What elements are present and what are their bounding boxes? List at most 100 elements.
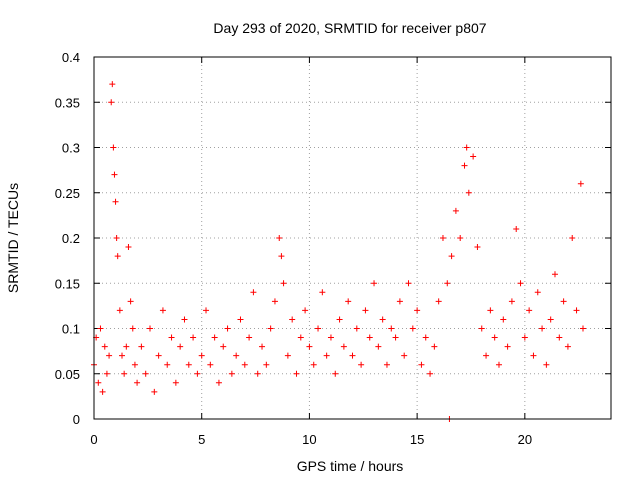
data-point: [577, 180, 584, 187]
data-point: [569, 235, 576, 241]
data-points: [91, 81, 586, 422]
data-point: [461, 162, 468, 169]
data-point: [108, 99, 115, 106]
data-point: [181, 316, 188, 323]
data-point: [278, 253, 285, 260]
data-point: [95, 379, 102, 386]
axis-ticks: 0 0.05 0.1 0.15 0.2 0.25 0.3 0.35 0.4 0 5 10 15 20: [55, 50, 611, 447]
data-point: [99, 388, 106, 395]
data-point: [362, 307, 369, 314]
data-point: [228, 370, 235, 377]
data-point: [530, 352, 537, 359]
data-point: [495, 361, 502, 368]
data-point: [119, 352, 126, 359]
data-point: [409, 325, 416, 332]
data-point: [194, 370, 201, 377]
data-point: [297, 334, 304, 341]
data-point: [336, 316, 343, 323]
y-tick-label: 0.35: [55, 95, 80, 110]
data-point: [358, 361, 365, 368]
data-point: [109, 81, 116, 88]
data-point: [198, 352, 205, 359]
data-point: [349, 352, 356, 359]
y-tick-label: 0.4: [62, 50, 80, 65]
data-point: [127, 298, 134, 305]
data-point: [371, 280, 378, 287]
x-tick-label: 10: [302, 432, 316, 447]
data-point: [254, 370, 261, 377]
data-point: [263, 361, 270, 368]
data-point: [465, 189, 472, 196]
data-point: [427, 370, 434, 377]
data-point: [276, 235, 283, 241]
data-point: [500, 316, 507, 323]
data-point: [271, 298, 278, 305]
data-point: [463, 144, 470, 151]
y-tick-label: 0: [73, 412, 80, 427]
data-point: [457, 235, 464, 241]
data-point: [491, 334, 498, 341]
grid-lines: [94, 57, 611, 419]
data-point: [539, 325, 546, 332]
data-point: [190, 334, 197, 341]
data-point: [327, 334, 334, 341]
data-point: [155, 352, 162, 359]
data-point: [487, 307, 494, 314]
plot-area-border: [93, 56, 612, 420]
data-point: [101, 343, 108, 350]
data-point: [224, 325, 231, 332]
data-point: [448, 253, 455, 260]
data-point: [452, 207, 459, 214]
data-point: [470, 153, 477, 160]
y-tick-label: 0.2: [62, 231, 80, 246]
data-point: [123, 343, 130, 350]
data-point: [392, 334, 399, 341]
data-point: [435, 298, 442, 305]
data-point: [478, 325, 485, 332]
data-point: [246, 334, 253, 341]
data-point: [293, 370, 300, 377]
y-tick-label: 0.3: [62, 141, 80, 156]
data-point: [110, 144, 117, 151]
data-point: [113, 235, 120, 241]
data-point: [483, 352, 490, 359]
data-point: [556, 334, 563, 341]
data-point: [215, 379, 222, 386]
data-point: [112, 198, 119, 205]
data-point: [159, 307, 166, 314]
data-point: [439, 235, 446, 241]
data-point: [414, 307, 421, 314]
x-tick-label: 20: [518, 432, 532, 447]
x-tick-label: 0: [90, 432, 97, 447]
data-point: [564, 343, 571, 350]
data-point: [172, 379, 179, 386]
data-point: [177, 343, 184, 350]
data-point: [508, 298, 515, 305]
y-tick-label: 0.15: [55, 276, 80, 291]
data-point: [332, 370, 339, 377]
data-point: [151, 388, 158, 395]
y-tick-label: 0.05: [55, 367, 80, 382]
data-point: [302, 307, 309, 314]
data-point: [241, 361, 248, 368]
data-point: [267, 325, 274, 332]
data-point: [323, 352, 330, 359]
data-point: [517, 280, 524, 287]
data-point: [340, 343, 347, 350]
data-point: [259, 343, 266, 350]
data-point: [207, 361, 214, 368]
data-point: [579, 325, 586, 332]
data-point: [543, 361, 550, 368]
data-point: [504, 343, 511, 350]
data-point: [353, 325, 360, 332]
data-point: [233, 352, 240, 359]
data-point: [103, 370, 110, 377]
data-point: [131, 361, 138, 368]
data-point: [366, 334, 373, 341]
data-point: [431, 343, 438, 350]
data-point: [250, 289, 257, 296]
data-point: [168, 334, 175, 341]
data-point: [284, 352, 291, 359]
data-point: [129, 325, 136, 332]
data-point: [237, 316, 244, 323]
